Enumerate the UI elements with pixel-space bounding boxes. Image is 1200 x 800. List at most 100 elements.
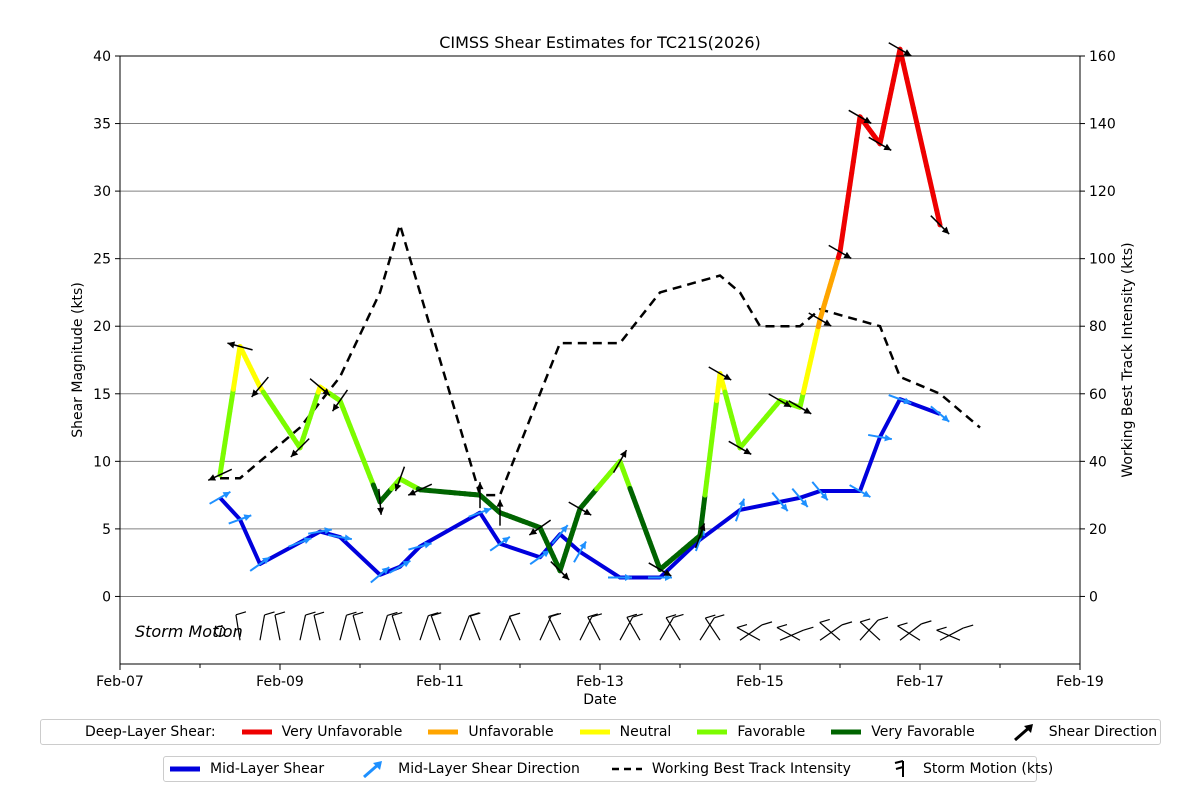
mid-layer-direction-arrow (408, 541, 432, 551)
mid-layer-direction-arrow (308, 527, 332, 535)
mid-layer-direction-arrow (573, 540, 587, 563)
barb-swatch (894, 760, 904, 777)
deep-layer-direction-arrow (808, 312, 832, 327)
deep-layer-shear-segment (917, 134, 926, 155)
y2-axis-label: Working Best Track Intensity (kts) (1120, 242, 1136, 477)
y2-tick-label: 140 (1089, 117, 1116, 133)
mid-layer-direction-arrow (529, 549, 551, 565)
storm-motion-barb (897, 622, 921, 641)
deep-layer-shear-segment (927, 178, 936, 199)
deep-layer-shear-segment (910, 105, 920, 125)
deep-layer-direction-arrow (331, 389, 349, 412)
y-axis-label: Shear Magnitude (kts) (70, 282, 86, 438)
legend-item: Working Best Track Intensity (610, 760, 851, 778)
mid-layer-direction-arrow (648, 574, 672, 582)
intensity-series (220, 220, 981, 497)
legend-label: Shear Direction (1048, 724, 1158, 740)
y2-tick-label: 120 (1089, 184, 1116, 200)
y2-tick-label: 100 (1089, 252, 1116, 268)
storm-motion-barb (352, 611, 364, 641)
legend-item: Storm Motion (kts) (881, 760, 1053, 778)
mid-layer-direction-arrow (791, 487, 809, 508)
storm-motion-barb (659, 613, 684, 641)
legend-label: Neutral (619, 724, 672, 740)
mid-layer-direction-arrow (930, 405, 950, 423)
mid-layer-legend: Mid-Layer Shear Mid-Layer Shear Direction… (163, 756, 1053, 782)
storm-motion-barb (469, 612, 481, 641)
deep-layer-shear-segment (934, 207, 943, 228)
y2-tick-label: 0 (1089, 589, 1098, 605)
storm-motion-barb (548, 613, 561, 641)
intensity-line (220, 220, 981, 497)
dashed-swatch (611, 767, 642, 771)
deep-layer-direction-arrow (828, 244, 852, 260)
chart-title: CIMSS Shear Estimates for TC21S(2026) (439, 33, 761, 52)
y-tick-label: 25 (93, 252, 111, 268)
deep-layer-legend: Deep-Layer Shear: Very Unfavorable Unfavo… (40, 719, 1161, 745)
storm-motion-barb (587, 613, 601, 641)
deep-layer-direction-arrow (930, 215, 950, 235)
deep-layer-shear-series (207, 42, 950, 581)
y2-tick-label: 60 (1089, 387, 1107, 403)
arrow-swatch (363, 761, 383, 778)
storm-motion-barb (379, 611, 398, 641)
storm-motion-annotation: Storm Motion (135, 622, 243, 641)
mid-layer-direction-arrow (288, 537, 312, 548)
deep-layer-direction-arrow (309, 378, 331, 396)
deep-layer-direction-arrow (728, 440, 752, 455)
y-tick-label: 40 (93, 49, 111, 65)
deep-layer-direction-arrow (227, 341, 253, 351)
storm-motion-barb (819, 618, 841, 641)
deep-layer-direction-arrow (496, 499, 504, 526)
x-axis-label: Date (583, 692, 616, 708)
deep-layer-direction-arrow (407, 483, 433, 496)
deep-layer-shear-segment (907, 90, 916, 111)
mid-layer-direction-arrow (849, 484, 871, 498)
deep-layer-direction-arrow (768, 393, 792, 408)
storm-motion-barb (939, 624, 974, 641)
mid-layer-direction-arrow (209, 490, 231, 505)
mid-layer-direction-arrow (468, 507, 492, 518)
deep-layer-direction-arrow (694, 523, 706, 549)
deep-layer-direction-arrow (648, 562, 672, 577)
plot-frame (119, 55, 1081, 665)
legend-item: Favorable (695, 723, 805, 741)
line-swatch (697, 729, 728, 735)
line-swatch (241, 729, 272, 735)
axes: 0 5 10 15 20 25 30 35 40 0 20 40 60 80 100 120 140 160 Feb… (93, 49, 1116, 690)
arrow-swatch (1013, 724, 1033, 741)
legend-label: Mid-Layer Shear (210, 761, 325, 777)
mid-layer-direction-arrow (811, 481, 829, 501)
y-tick-label: 0 (102, 589, 111, 605)
deep-layer-direction-arrow (788, 400, 812, 415)
legend-label: Mid-Layer Shear Direction (398, 761, 580, 777)
storm-motion-barb (936, 626, 961, 641)
mid-layer-direction-arrow (228, 514, 252, 525)
x-tick-label: Feb-17 (896, 674, 944, 690)
deep-layer-shear-segment (904, 76, 913, 96)
storm-motion-barb (619, 613, 643, 641)
y-tick-label: 5 (102, 522, 111, 538)
mid-layer-direction-arrow (888, 394, 912, 405)
shear-chart: CIMSS Shear Estimates for TC21S(2026) 0 5… (70, 33, 1136, 708)
legend-label: Very Favorable (871, 724, 975, 740)
y2-tick-label: 80 (1089, 319, 1107, 335)
deep-layer-direction-arrow (290, 438, 310, 458)
storm-motion-barb (665, 614, 681, 641)
deep-layer-direction-arrow (550, 561, 570, 581)
deep-layer-direction-arrow (377, 488, 385, 515)
mid-layer-direction-arrow (608, 574, 632, 582)
x-tick-label: Feb-07 (96, 674, 144, 690)
legend-label: Favorable (737, 724, 806, 740)
storm-motion-barb (508, 612, 521, 641)
y-tick-label: 35 (93, 117, 111, 133)
storm-motion-barb (235, 611, 247, 641)
deep-layer-shear-segment (914, 119, 923, 140)
storm-motion-barb (299, 611, 316, 641)
legend-item: Neutral (578, 723, 672, 741)
x-tick-label: Feb-13 (576, 674, 624, 690)
mid-layer-direction-arrow (734, 498, 746, 522)
deep-layer-direction-arrow (708, 366, 732, 381)
storm-motion-barb (626, 613, 641, 641)
legend-label: Storm Motion (kts) (922, 761, 1054, 777)
